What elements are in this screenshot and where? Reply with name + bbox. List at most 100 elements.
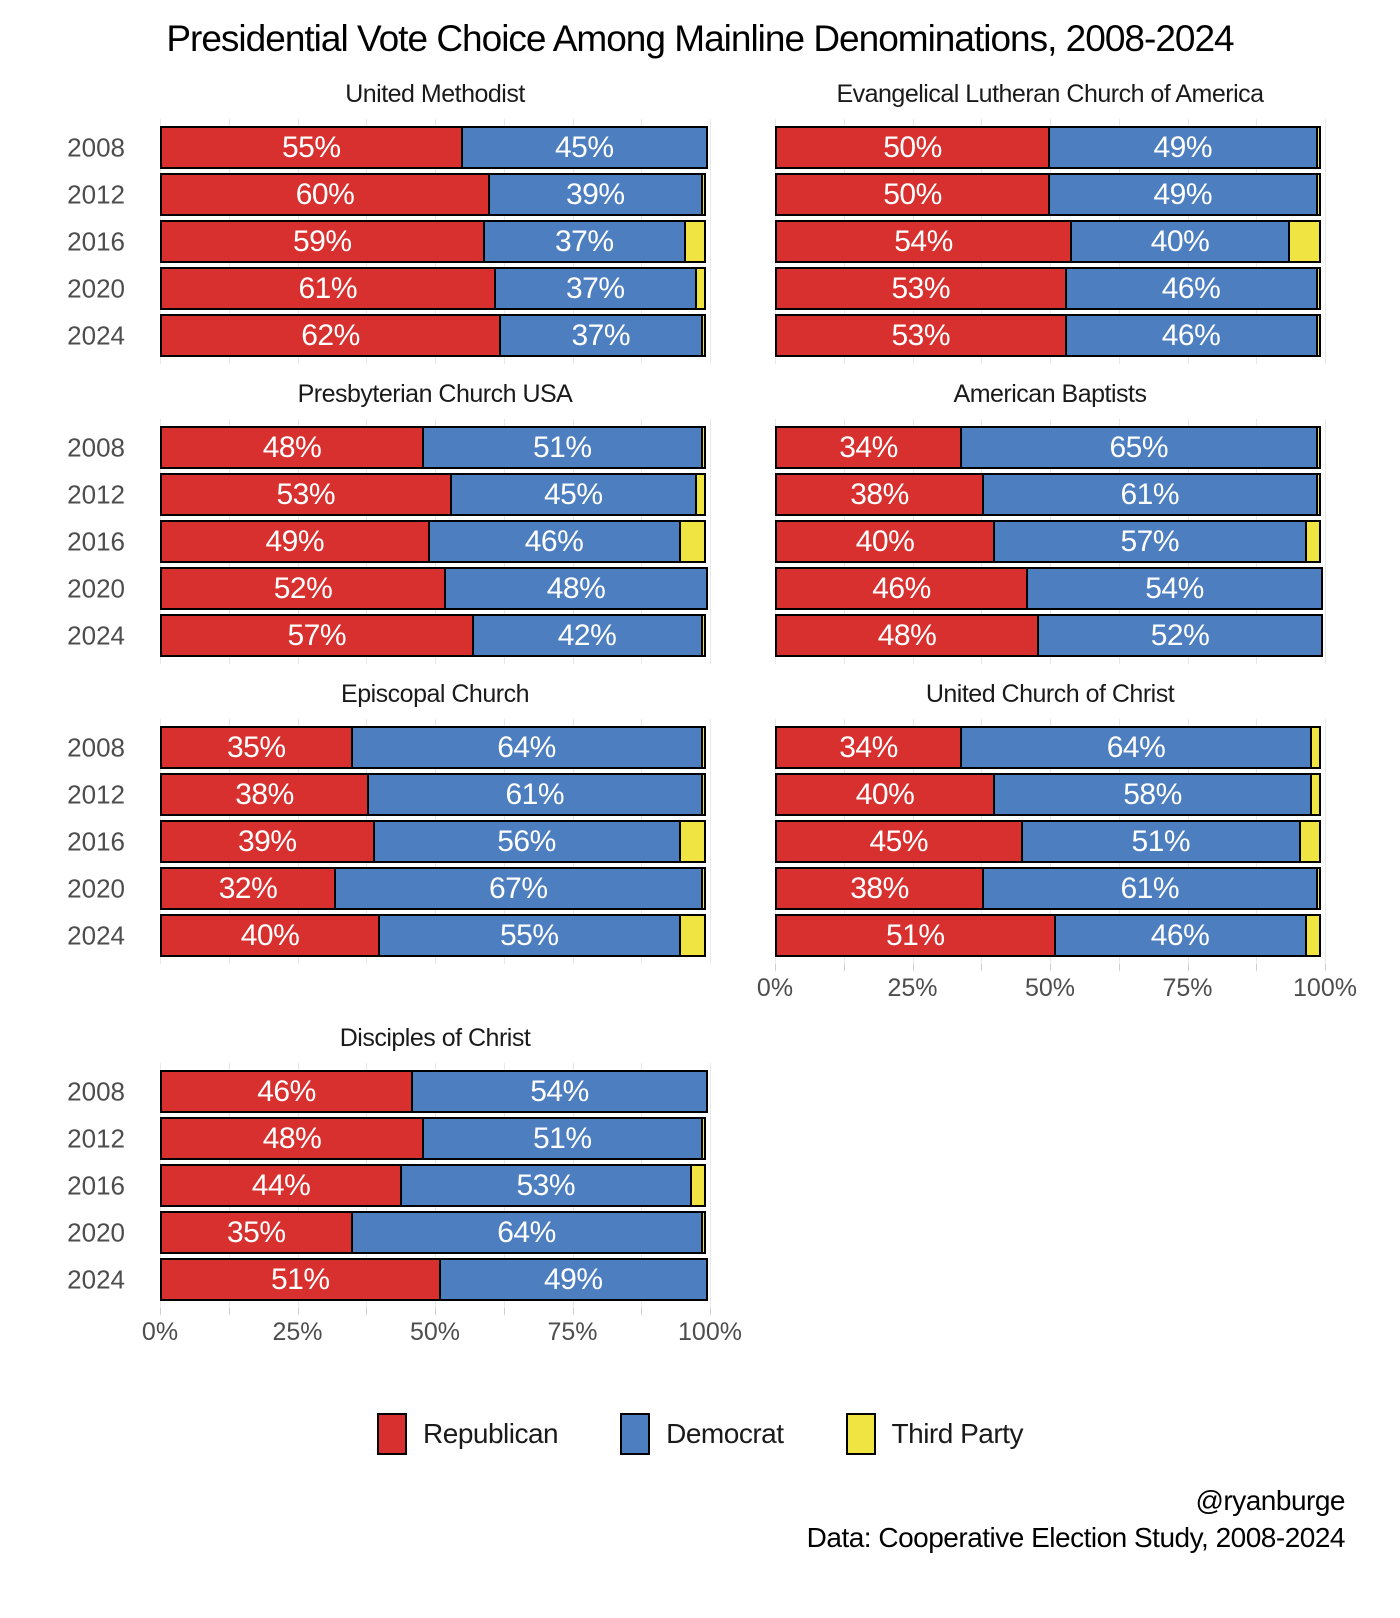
bar-segment-republican: 53% [160, 473, 452, 516]
bar-value-label: 37% [571, 318, 631, 352]
bar-value-label: 38% [235, 777, 294, 811]
bar-segment-third-party [700, 867, 706, 910]
bar-value-label: 40% [240, 918, 300, 952]
bar-value-label: 51% [885, 918, 945, 952]
legend-item-republican: Republican [377, 1413, 559, 1455]
bar-row-2016: 2016 49% 46% [67, 520, 710, 563]
bar-value-label: 58% [1123, 777, 1182, 811]
bar-segment-third-party [684, 220, 706, 263]
bar-row-2020: 2020 35% 64% [67, 1211, 710, 1254]
axis-tick [1118, 964, 1120, 971]
bar-segment-republican: 48% [160, 1117, 424, 1160]
bar-value-label: 48% [262, 1121, 322, 1155]
bar-segment-third-party [700, 726, 706, 769]
bar-value-label: 61% [1120, 871, 1180, 905]
bar-segment-democrat: 64% [350, 726, 703, 769]
bar-row-2016: 54% 40% [775, 220, 1325, 263]
axis-tick-label: 75% [1162, 974, 1213, 1002]
bar-segment-republican: 40% [775, 520, 995, 563]
bar-value-label: 46% [524, 524, 584, 558]
year-label: 2020 [67, 273, 125, 303]
year-label: 2024 [67, 1264, 125, 1294]
axis-tick [228, 1308, 230, 1315]
bar-value-label: 65% [1109, 430, 1169, 464]
bar-segment-democrat: 64% [350, 1211, 703, 1254]
bar-value-label: 38% [850, 477, 909, 511]
plot-area: 2008 35% 64% 2012 38% 61% 2016 39% 56% 2020 32% 67%… [67, 719, 711, 964]
bar-value-label: 51% [532, 430, 592, 464]
year-label: 2020 [67, 1217, 125, 1247]
bar-value-label: 50% [883, 177, 942, 211]
bar-segment-democrat: 67% [334, 867, 703, 910]
bar-row-2008: 34% 65% [775, 426, 1325, 469]
bar-value-label: 39% [565, 177, 625, 211]
bar-segment-democrat: 56% [372, 820, 681, 863]
bar-segment-republican: 44% [160, 1164, 402, 1207]
bar-segment-democrat: 45% [449, 473, 697, 516]
bar-segment-democrat: 37% [482, 220, 686, 263]
bar-value-label: 45% [869, 824, 929, 858]
bar-segment-republican: 46% [160, 1070, 413, 1113]
bar-row-2024: 48% 52% [775, 614, 1325, 657]
axis-tick [912, 964, 914, 971]
axis-tick-label: 100% [678, 1318, 742, 1346]
gridline [1325, 719, 1326, 964]
gridline [1325, 119, 1326, 364]
bar-segment-republican: 46% [775, 567, 1028, 610]
axis-tick [1187, 964, 1189, 971]
bar-segment-democrat: 49% [1048, 173, 1318, 216]
bar-segment-democrat: 61% [982, 473, 1318, 516]
bar-segment-republican: 38% [160, 773, 369, 816]
legend-swatch-republican [377, 1413, 408, 1455]
bar-segment-republican: 40% [775, 773, 995, 816]
bar-value-label: 50% [883, 130, 942, 164]
bar-value-label: 46% [1161, 271, 1221, 305]
axis-tick-label: 100% [1293, 974, 1357, 1002]
legend-label: Democrat [666, 1418, 784, 1449]
bar-value-label: 64% [1106, 730, 1166, 764]
bar-row-2012: 2012 38% 61% [67, 773, 710, 816]
bar-row-2008: 2008 46% 54% [67, 1070, 710, 1113]
bar-segment-republican: 45% [775, 820, 1023, 863]
bar-segment-republican: 34% [775, 426, 962, 469]
plot-area: 34% 65% 38% 61% 40% 57% 46% 54% 48% 52% [775, 419, 1326, 664]
legend-item-third-party: Third Party [845, 1413, 1023, 1455]
bar-value-label: 42% [557, 618, 617, 652]
bar-segment-republican: 53% [775, 267, 1067, 310]
bar-segment-democrat: 61% [367, 773, 703, 816]
bar-segment-republican: 57% [160, 614, 474, 657]
bar-segment-third-party [1315, 867, 1321, 910]
panel-title: United Methodist [345, 80, 525, 108]
bar-value-label: 57% [287, 618, 347, 652]
bar-segment-republican: 55% [160, 126, 463, 169]
axis-tick [641, 1308, 643, 1315]
year-label: 2016 [67, 226, 125, 256]
bar-value-label: 45% [543, 477, 603, 511]
plot-area: 2008 48% 51% 2012 53% 45% 2016 49% 46% 2020 52% 48%… [67, 419, 711, 664]
bar-segment-republican: 59% [160, 220, 485, 263]
bar-row-2020: 2020 61% 37% [67, 267, 710, 310]
bar-segment-democrat: 42% [471, 614, 703, 657]
bar-segment-republican: 35% [160, 726, 353, 769]
gridline [710, 419, 711, 664]
bar-value-label: 51% [532, 1121, 592, 1155]
bar-segment-democrat: 64% [960, 726, 1312, 769]
axis-tick-label: 50% [1024, 974, 1076, 1002]
bar-segment-democrat: 51% [422, 1117, 703, 1160]
axis-tick [435, 1308, 436, 1315]
bar-row-2024: 2024 57% 42% [67, 614, 710, 657]
bar-segment-third-party [700, 773, 706, 816]
bar-value-label: 34% [839, 430, 898, 464]
bar-value-label: 53% [276, 477, 336, 511]
bar-segment-third-party [700, 1117, 706, 1160]
chart-panel-evangelical-lutheran-church-of-america: Evangelical Lutheran Church of America 50… [775, 80, 1326, 364]
axis-tick [503, 1308, 505, 1315]
axis-tick [366, 1308, 368, 1315]
caption: @ryanburge Data: Cooperative Election St… [0, 1483, 1400, 1557]
bar-value-label: 49% [265, 524, 325, 558]
axis-tick-label: 50% [409, 1318, 461, 1346]
year-label: 2020 [67, 573, 125, 603]
bar-segment-third-party [1315, 173, 1321, 216]
bar-segment-democrat: 46% [1064, 267, 1318, 310]
bar-segment-third-party [700, 1211, 706, 1254]
